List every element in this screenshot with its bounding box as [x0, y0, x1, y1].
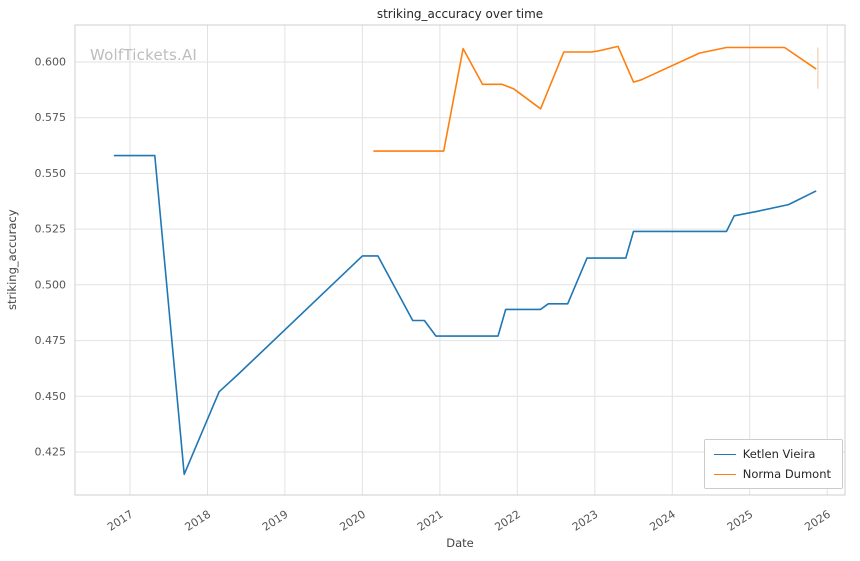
x-axis-label: Date [446, 536, 474, 550]
legend-label-ketlen-vieira: Ketlen Vieira [742, 447, 816, 461]
x-tick-label: 2021 [415, 508, 446, 534]
x-tick-label: 2017 [105, 508, 136, 534]
x-tick-label: 2023 [570, 508, 601, 534]
x-tick-label: 2026 [802, 508, 833, 534]
y-tick-label: 0.575 [35, 111, 67, 124]
watermark: WolfTickets.AI [90, 46, 198, 64]
y-axis-label: striking_accuracy [5, 209, 19, 311]
x-tick-label: 2020 [337, 508, 368, 534]
y-tick-label: 0.450 [35, 390, 67, 403]
plot-border [74, 24, 846, 496]
x-tick-label: 2025 [725, 508, 756, 534]
legend-line-sample-norma-dumont [713, 473, 736, 475]
legend-item-ketlen-vieira: Ketlen Vieira [713, 447, 831, 461]
x-tick-label: 2019 [260, 508, 291, 534]
series-line-norma-dumont [373, 45, 817, 152]
legend-item-norma-dumont: Norma Dumont [713, 467, 831, 481]
legend-line-sample-ketlen-vieira [713, 453, 736, 455]
y-tick-label: 0.475 [35, 334, 67, 347]
chart-title: striking_accuracy over time [376, 7, 544, 21]
x-tick-label: 2022 [492, 508, 523, 534]
y-tick-label: 0.600 [35, 56, 67, 69]
x-tick-label: 2018 [183, 508, 214, 534]
y-tick-label: 0.500 [35, 278, 67, 291]
legend-label-norma-dumont: Norma Dumont [742, 467, 831, 481]
y-tick-label: 0.550 [35, 167, 67, 180]
legend: Ketlen Vieira Norma Dumont [703, 439, 843, 489]
series-line-ketlen-vieira [113, 154, 817, 476]
x-tick-label: 2024 [647, 508, 678, 534]
y-tick-label: 0.525 [35, 223, 67, 236]
y-tick-label: 0.425 [35, 446, 67, 459]
